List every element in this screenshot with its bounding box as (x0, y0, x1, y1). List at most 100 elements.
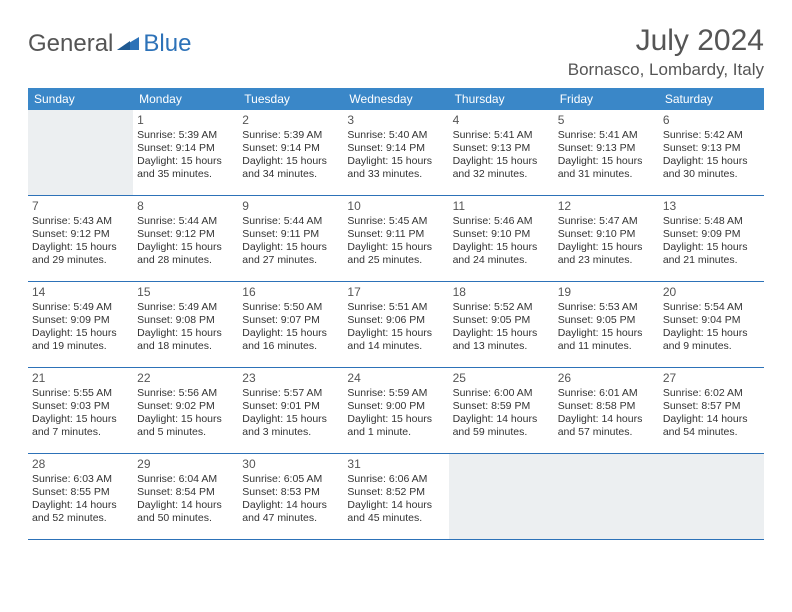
sunset-text: Sunset: 9:00 PM (347, 400, 444, 413)
logo-text-general: General (28, 30, 113, 58)
dl2-text: and 25 minutes. (347, 254, 444, 267)
sunset-text: Sunset: 9:07 PM (242, 314, 339, 327)
dl2-text: and 57 minutes. (558, 426, 655, 439)
dl2-text: and 45 minutes. (347, 512, 444, 525)
day-number: 10 (347, 199, 444, 213)
dl1-text: Daylight: 15 hours (663, 241, 760, 254)
sunrise-text: Sunrise: 5:59 AM (347, 387, 444, 400)
sunrise-text: Sunrise: 5:49 AM (32, 301, 129, 314)
sunset-text: Sunset: 9:11 PM (347, 228, 444, 241)
dl1-text: Daylight: 15 hours (347, 413, 444, 426)
day-number: 8 (137, 199, 234, 213)
day-number: 19 (558, 285, 655, 299)
calendar-cell: 29Sunrise: 6:04 AMSunset: 8:54 PMDayligh… (133, 454, 238, 540)
calendar-cell: 11Sunrise: 5:46 AMSunset: 9:10 PMDayligh… (449, 196, 554, 282)
dl2-text: and 16 minutes. (242, 340, 339, 353)
calendar-cell: 10Sunrise: 5:45 AMSunset: 9:11 PMDayligh… (343, 196, 448, 282)
dl1-text: Daylight: 15 hours (32, 241, 129, 254)
day-number: 4 (453, 113, 550, 127)
sunset-text: Sunset: 9:10 PM (558, 228, 655, 241)
dl1-text: Daylight: 14 hours (32, 499, 129, 512)
day-number: 29 (137, 457, 234, 471)
calendar-cell: 18Sunrise: 5:52 AMSunset: 9:05 PMDayligh… (449, 282, 554, 368)
sunrise-text: Sunrise: 6:06 AM (347, 473, 444, 486)
sunrise-text: Sunrise: 6:03 AM (32, 473, 129, 486)
day-number: 30 (242, 457, 339, 471)
month-title: July 2024 (568, 24, 764, 58)
sunrise-text: Sunrise: 5:44 AM (242, 215, 339, 228)
sunrise-text: Sunrise: 5:52 AM (453, 301, 550, 314)
weekday-label: Wednesday (343, 88, 448, 110)
calendar-cell: 14Sunrise: 5:49 AMSunset: 9:09 PMDayligh… (28, 282, 133, 368)
calendar-cell: 25Sunrise: 6:00 AMSunset: 8:59 PMDayligh… (449, 368, 554, 454)
dl1-text: Daylight: 15 hours (137, 413, 234, 426)
calendar-cell: 13Sunrise: 5:48 AMSunset: 9:09 PMDayligh… (659, 196, 764, 282)
calendar-cell: 23Sunrise: 5:57 AMSunset: 9:01 PMDayligh… (238, 368, 343, 454)
sunrise-text: Sunrise: 5:54 AM (663, 301, 760, 314)
sunrise-text: Sunrise: 5:50 AM (242, 301, 339, 314)
day-number: 22 (137, 371, 234, 385)
dl1-text: Daylight: 15 hours (558, 155, 655, 168)
dl1-text: Daylight: 15 hours (137, 327, 234, 340)
sunset-text: Sunset: 9:01 PM (242, 400, 339, 413)
sunrise-text: Sunrise: 6:01 AM (558, 387, 655, 400)
dl2-text: and 30 minutes. (663, 168, 760, 181)
dl1-text: Daylight: 15 hours (663, 327, 760, 340)
dl1-text: Daylight: 14 hours (137, 499, 234, 512)
sunrise-text: Sunrise: 5:49 AM (137, 301, 234, 314)
sunset-text: Sunset: 8:52 PM (347, 486, 444, 499)
sunrise-text: Sunrise: 5:39 AM (137, 129, 234, 142)
calendar-grid: 1Sunrise: 5:39 AMSunset: 9:14 PMDaylight… (28, 110, 764, 540)
dl1-text: Daylight: 15 hours (242, 241, 339, 254)
sunrise-text: Sunrise: 5:46 AM (453, 215, 550, 228)
dl1-text: Daylight: 15 hours (558, 327, 655, 340)
title-block: July 2024 Bornasco, Lombardy, Italy (568, 24, 764, 80)
weekday-label: Saturday (659, 88, 764, 110)
dl2-text: and 31 minutes. (558, 168, 655, 181)
day-number: 13 (663, 199, 760, 213)
dl2-text: and 18 minutes. (137, 340, 234, 353)
sunrise-text: Sunrise: 5:42 AM (663, 129, 760, 142)
calendar-cell: 31Sunrise: 6:06 AMSunset: 8:52 PMDayligh… (343, 454, 448, 540)
calendar-cell-blank (659, 454, 764, 540)
sunset-text: Sunset: 8:55 PM (32, 486, 129, 499)
sunrise-text: Sunrise: 5:55 AM (32, 387, 129, 400)
sunrise-text: Sunrise: 5:48 AM (663, 215, 760, 228)
weekday-label: Friday (554, 88, 659, 110)
dl2-text: and 9 minutes. (663, 340, 760, 353)
dl2-text: and 21 minutes. (663, 254, 760, 267)
dl1-text: Daylight: 15 hours (137, 155, 234, 168)
dl1-text: Daylight: 15 hours (453, 327, 550, 340)
sunset-text: Sunset: 9:14 PM (347, 142, 444, 155)
sunset-text: Sunset: 8:57 PM (663, 400, 760, 413)
dl1-text: Daylight: 15 hours (32, 413, 129, 426)
location-label: Bornasco, Lombardy, Italy (568, 60, 764, 80)
calendar-cell: 6Sunrise: 5:42 AMSunset: 9:13 PMDaylight… (659, 110, 764, 196)
day-number: 20 (663, 285, 760, 299)
day-number: 3 (347, 113, 444, 127)
dl1-text: Daylight: 15 hours (32, 327, 129, 340)
dl1-text: Daylight: 14 hours (453, 413, 550, 426)
dl2-text: and 24 minutes. (453, 254, 550, 267)
dl2-text: and 23 minutes. (558, 254, 655, 267)
sunrise-text: Sunrise: 5:45 AM (347, 215, 444, 228)
dl1-text: Daylight: 15 hours (242, 327, 339, 340)
calendar-cell: 3Sunrise: 5:40 AMSunset: 9:14 PMDaylight… (343, 110, 448, 196)
sunset-text: Sunset: 9:04 PM (663, 314, 760, 327)
calendar-cell: 9Sunrise: 5:44 AMSunset: 9:11 PMDaylight… (238, 196, 343, 282)
dl2-text: and 32 minutes. (453, 168, 550, 181)
dl1-text: Daylight: 15 hours (137, 241, 234, 254)
dl2-text: and 33 minutes. (347, 168, 444, 181)
dl1-text: Daylight: 15 hours (347, 327, 444, 340)
day-number: 15 (137, 285, 234, 299)
sunset-text: Sunset: 9:02 PM (137, 400, 234, 413)
sunset-text: Sunset: 9:14 PM (137, 142, 234, 155)
weekday-label: Thursday (449, 88, 554, 110)
day-number: 21 (32, 371, 129, 385)
sunrise-text: Sunrise: 5:56 AM (137, 387, 234, 400)
calendar-cell: 5Sunrise: 5:41 AMSunset: 9:13 PMDaylight… (554, 110, 659, 196)
day-number: 11 (453, 199, 550, 213)
dl2-text: and 3 minutes. (242, 426, 339, 439)
sunrise-text: Sunrise: 5:57 AM (242, 387, 339, 400)
sunset-text: Sunset: 9:14 PM (242, 142, 339, 155)
